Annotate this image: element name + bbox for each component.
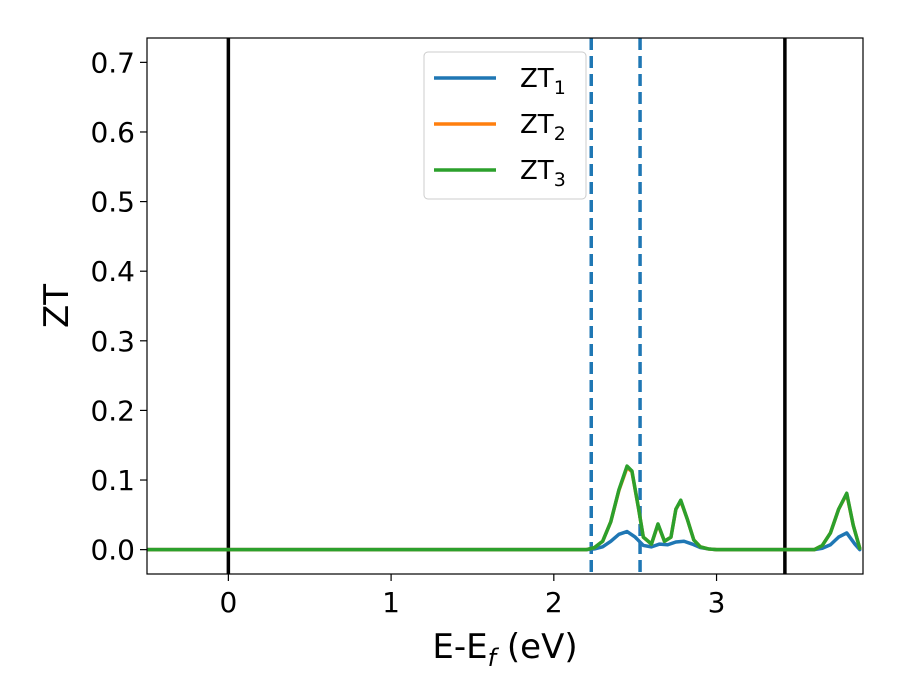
legend-label-zt3: ZT3 — [520, 156, 566, 191]
plot-frame — [146, 37, 864, 575]
y-tick-label: 0.6 — [90, 116, 135, 149]
x-tick-label: 1 — [382, 586, 400, 619]
y-tick-label: 0.3 — [90, 325, 135, 358]
x-axis-ticks: 0 1 2 3 — [219, 574, 725, 619]
x-tick-label: 2 — [545, 586, 563, 619]
series-line-zt3 — [147, 464, 862, 552]
y-tick-label: 0.1 — [90, 464, 135, 497]
y-tick-label: 0.4 — [90, 255, 135, 288]
legend-box — [423, 51, 587, 200]
series-line-zt2 — [147, 465, 862, 552]
y-tick-label: 0.7 — [90, 46, 135, 79]
legend-label-zt1: ZT1 — [520, 64, 566, 99]
legend-label-zt2: ZT2 — [520, 110, 566, 145]
y-axis-ticks: 0.0 0.1 0.2 0.3 0.4 0.5 0.6 0.7 — [90, 46, 147, 567]
y-tick-label: 0.2 — [90, 394, 135, 427]
x-tick-label: 3 — [708, 586, 726, 619]
y-tick-label: 0.0 — [90, 534, 135, 567]
plot-content — [147, 38, 862, 574]
y-axis-label: ZT — [37, 284, 77, 328]
series-line-zt1 — [147, 529, 862, 552]
x-axis-label: E-Ef (eV) — [432, 627, 577, 672]
y-tick-label: 0.5 — [90, 186, 135, 219]
x-tick-label: 0 — [219, 586, 237, 619]
legend: ZT1 ZT2 ZT3 — [423, 51, 587, 200]
